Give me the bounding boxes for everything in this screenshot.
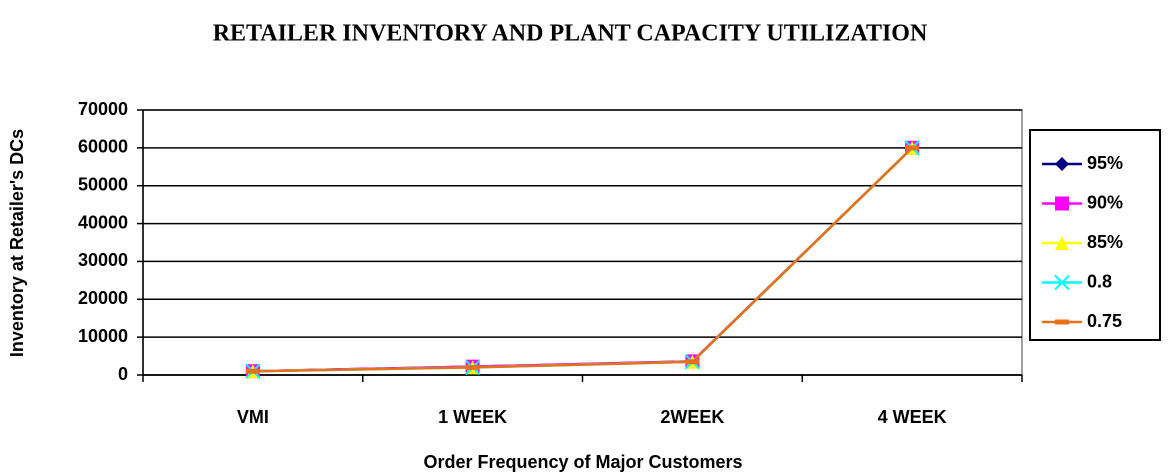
marker bbox=[245, 368, 260, 374]
marker bbox=[465, 364, 480, 370]
marker bbox=[1055, 196, 1069, 211]
legend-label: 0.75 bbox=[1087, 311, 1122, 331]
y-tick-label: 70000 bbox=[78, 99, 128, 119]
x-tick-label: 1 WEEK bbox=[438, 407, 507, 427]
legend-label: 95% bbox=[1087, 153, 1123, 173]
x-axis-label: Order Frequency of Major Customers bbox=[423, 452, 742, 472]
x-tick-label: 2WEEK bbox=[660, 407, 724, 427]
plot-area bbox=[142, 109, 1023, 376]
y-tick-label: 20000 bbox=[78, 288, 128, 308]
x-tick-label: 4 WEEK bbox=[878, 407, 947, 427]
chart-title: RETAILER INVENTORY AND PLANT CAPACITY UT… bbox=[213, 21, 928, 47]
y-tick-label: 30000 bbox=[78, 250, 128, 270]
legend-label: 0.8 bbox=[1087, 271, 1112, 291]
y-tick-label: 10000 bbox=[78, 326, 128, 346]
marker bbox=[685, 359, 700, 365]
y-axis-label: Inventory at Retailer's DCs bbox=[7, 129, 27, 357]
y-tick-label: 60000 bbox=[78, 137, 128, 157]
legend-label: 90% bbox=[1087, 192, 1123, 212]
legend-label: 85% bbox=[1087, 232, 1123, 252]
y-tick-label: 40000 bbox=[78, 212, 128, 232]
marker bbox=[1055, 236, 1069, 250]
y-tick-label: 0 bbox=[118, 364, 128, 384]
marker bbox=[1055, 157, 1069, 171]
marker bbox=[905, 145, 920, 151]
y-tick-label: 50000 bbox=[78, 174, 128, 194]
marker bbox=[1054, 274, 1070, 291]
series-line bbox=[252, 146, 913, 373]
x-tick-label: VMI bbox=[237, 407, 269, 427]
marker bbox=[1055, 319, 1069, 325]
